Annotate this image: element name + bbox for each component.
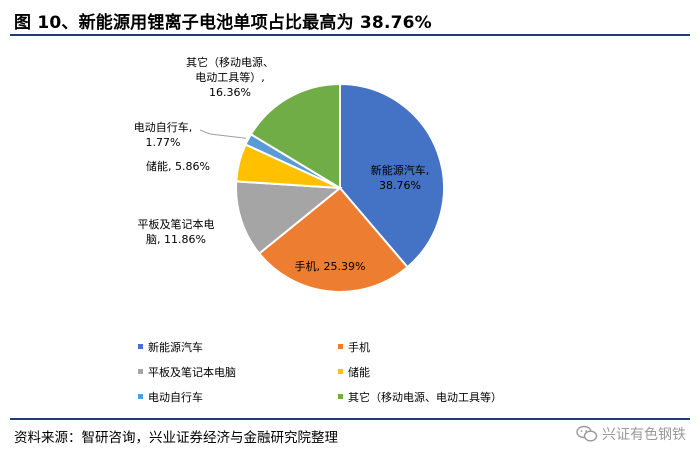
data-label: 新能源汽车, 38.76% (371, 163, 430, 192)
legend-swatch (338, 344, 343, 349)
legend-label: 储能 (348, 365, 370, 379)
title-divider (10, 34, 690, 36)
legend-swatch (138, 394, 143, 399)
legend-label: 手机 (348, 340, 370, 354)
data-label: 电动自行车, 1.77% (134, 120, 193, 149)
legend-label: 其它（移动电源、电动工具等） (348, 390, 502, 404)
data-label: 平板及笔记本电脑, 11.86% (138, 217, 215, 246)
pie-slice (249, 82, 341, 190)
legend-label: 电动自行车 (148, 390, 203, 404)
source-note: 资料来源：智研咨询，兴业证券经济与金融研究院整理 (14, 430, 338, 446)
legend-label: 新能源汽车 (148, 340, 203, 354)
pie-slice (257, 186, 409, 293)
data-label: 其它（移动电源、电动工具等）, 16.36% (186, 55, 274, 99)
legend-swatch (138, 344, 143, 349)
wechat-icon (576, 425, 598, 442)
figure-title: 图 10、新能源用锂离子电池单项占比最高为 38.76% (14, 13, 432, 33)
legend-swatch (338, 394, 343, 399)
pie-slice (339, 82, 445, 269)
watermark-text: 兴证有色钢铁 (602, 427, 686, 443)
data-label: 手机, 25.39% (295, 259, 366, 273)
data-label: 储能, 5.86% (146, 159, 210, 173)
footer-divider (10, 418, 690, 420)
legend-swatch (138, 369, 143, 374)
leader-line (199, 129, 247, 139)
pie-slice (235, 180, 343, 255)
legend-swatch (338, 369, 343, 374)
legend-label: 平板及笔记本电脑 (148, 365, 236, 379)
watermark: 兴证有色钢铁 (576, 424, 686, 444)
